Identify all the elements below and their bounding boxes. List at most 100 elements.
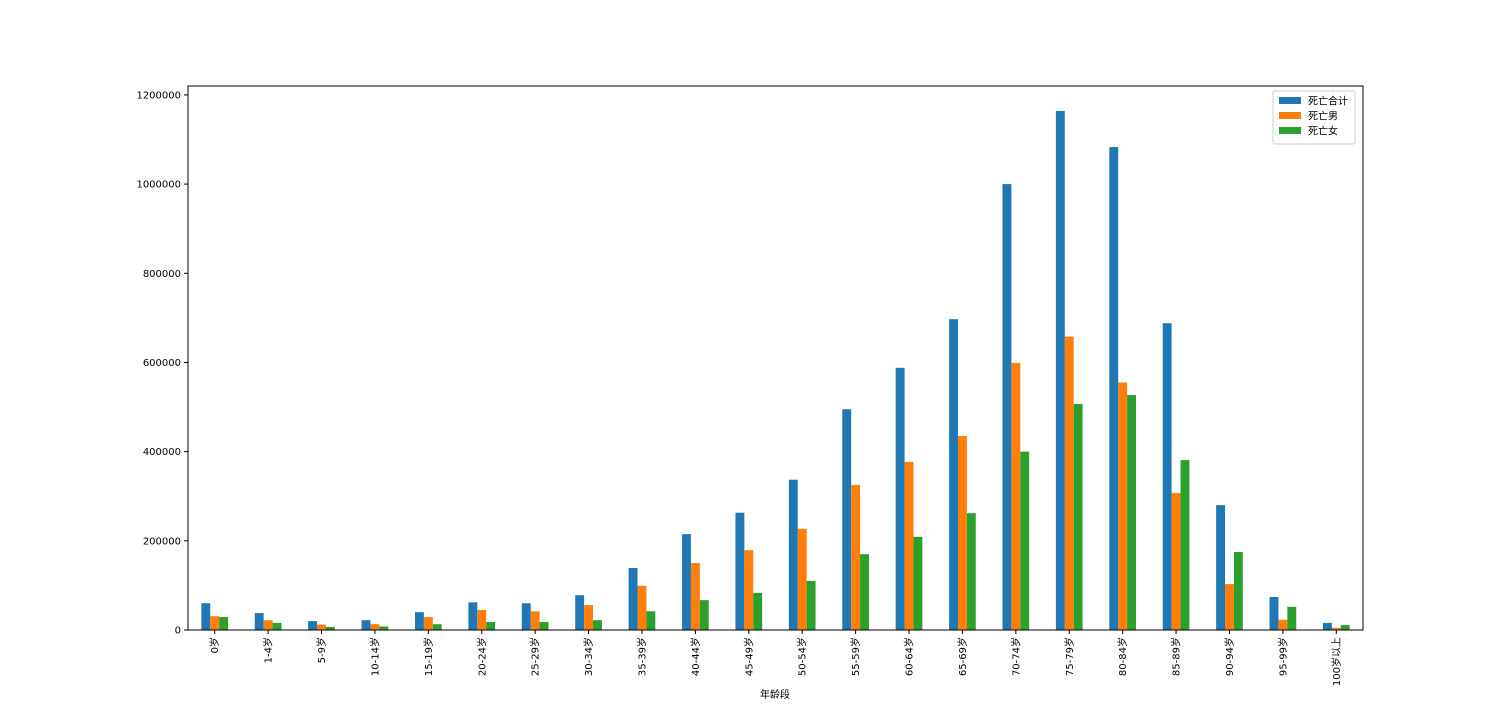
x-tick-label: 60-64岁 xyxy=(903,637,916,676)
bar xyxy=(1073,403,1083,630)
x-tick-label: 0岁 xyxy=(208,637,221,653)
y-tick-label: 200000 xyxy=(143,536,181,547)
x-tick-label: 35-39岁 xyxy=(635,637,648,676)
bar xyxy=(1011,362,1021,630)
bar xyxy=(1331,627,1341,630)
bar xyxy=(539,621,549,630)
y-tick-label: 1200000 xyxy=(136,90,181,101)
x-tick-label: 10-14岁 xyxy=(368,637,381,676)
x-axis-label: 年龄段 xyxy=(760,688,790,701)
x-tick-label: 15-19岁 xyxy=(422,637,435,676)
bar xyxy=(1216,505,1226,630)
y-tick-label: 400000 xyxy=(143,447,181,458)
bar xyxy=(477,609,487,630)
bar xyxy=(682,534,691,630)
x-tick-label: 20-24岁 xyxy=(475,637,488,676)
bar xyxy=(432,624,442,630)
legend-swatch xyxy=(1279,97,1301,104)
bar xyxy=(468,602,478,630)
bar xyxy=(530,611,540,630)
bar xyxy=(263,620,273,630)
bar xyxy=(949,319,958,630)
bar xyxy=(690,563,700,630)
x-tick-label: 65-69岁 xyxy=(956,637,969,676)
bar xyxy=(1020,451,1030,630)
bar xyxy=(423,617,433,630)
x-tick-label: 55-59岁 xyxy=(849,637,862,676)
bar xyxy=(308,621,318,630)
bar xyxy=(904,461,914,630)
bar xyxy=(1127,395,1137,630)
y-tick-label: 1000000 xyxy=(136,180,181,191)
bar xyxy=(317,624,326,630)
bar xyxy=(584,605,594,630)
plot-frame xyxy=(187,85,1364,631)
bar xyxy=(210,616,220,630)
x-tick-label: 90-94岁 xyxy=(1223,637,1236,676)
bar xyxy=(1064,336,1074,630)
bar xyxy=(842,409,852,630)
bar xyxy=(628,568,638,630)
bar xyxy=(1233,551,1243,630)
bar xyxy=(414,612,424,630)
bar xyxy=(699,600,709,630)
x-tick-label: 100岁以上 xyxy=(1330,637,1343,686)
bar xyxy=(1171,493,1181,630)
legend-label: 死亡男 xyxy=(1308,110,1338,123)
bar xyxy=(1055,110,1065,631)
legend-swatch xyxy=(1279,127,1301,134)
x-tick-label: 25-29岁 xyxy=(529,637,542,676)
bar xyxy=(966,513,976,630)
x-tick-label: 80-84岁 xyxy=(1116,637,1129,676)
bar xyxy=(753,592,763,630)
x-tick-label: 1-4岁 xyxy=(262,637,275,663)
bar xyxy=(744,550,754,630)
x-tick-label: 5-9岁 xyxy=(315,637,328,663)
y-tick-label: 600000 xyxy=(143,358,181,369)
bar xyxy=(575,595,585,630)
x-tick-label: 50-54岁 xyxy=(796,637,809,676)
bar xyxy=(1180,460,1190,630)
bar xyxy=(1269,597,1279,630)
bar xyxy=(1109,147,1119,630)
bar xyxy=(370,624,380,630)
bar xyxy=(219,617,229,630)
bar xyxy=(637,585,647,630)
bar xyxy=(957,436,967,630)
bar xyxy=(806,580,816,630)
bar xyxy=(486,621,496,630)
bar xyxy=(851,485,861,630)
bar xyxy=(646,611,656,630)
bar xyxy=(913,536,923,630)
x-tick-label: 95-99岁 xyxy=(1276,637,1289,676)
x-tick-label: 75-79岁 xyxy=(1063,637,1076,676)
x-tick-label: 70-74岁 xyxy=(1009,637,1022,676)
legend-label: 死亡女 xyxy=(1308,125,1338,138)
bar xyxy=(1162,323,1172,630)
x-tick-label: 30-34岁 xyxy=(582,637,595,676)
bar xyxy=(272,622,282,630)
bar xyxy=(1287,606,1297,630)
bar xyxy=(1002,184,1012,630)
bar xyxy=(788,479,798,630)
x-tick-label: 45-49岁 xyxy=(742,637,755,676)
bar xyxy=(1322,622,1332,630)
bar xyxy=(895,367,905,630)
bar xyxy=(1340,625,1350,630)
bar xyxy=(797,528,807,630)
bar xyxy=(593,620,602,630)
bar xyxy=(379,626,389,630)
bar xyxy=(361,620,371,630)
bar xyxy=(325,626,335,630)
x-tick-label: 40-44岁 xyxy=(689,637,702,676)
legend-label: 死亡合计 xyxy=(1308,95,1348,108)
bar xyxy=(860,554,869,630)
y-tick-label: 0 xyxy=(175,626,181,637)
bar xyxy=(1118,382,1128,630)
legend-swatch xyxy=(1279,112,1301,119)
y-tick-label: 800000 xyxy=(143,269,181,280)
bar xyxy=(521,603,531,630)
x-tick-label: 85-89岁 xyxy=(1170,637,1183,676)
bar xyxy=(1225,584,1234,630)
